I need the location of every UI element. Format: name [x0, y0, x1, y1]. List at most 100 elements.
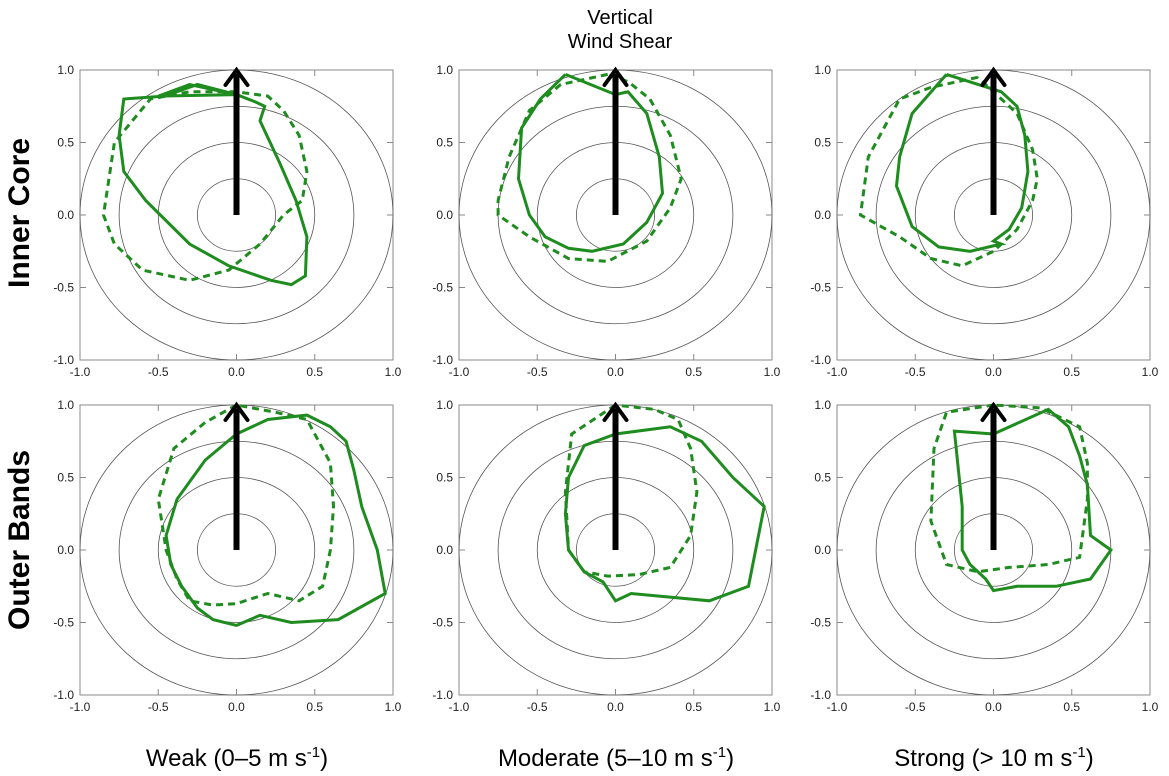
- column-label-strong-text: Strong (> 10 m s: [894, 745, 1073, 772]
- shear-title: Vertical Wind Shear: [520, 6, 720, 54]
- y-tick-label: 0.5: [814, 136, 831, 150]
- y-tick-label: -0.5: [810, 281, 831, 295]
- x-tick-label: 0.5: [1063, 700, 1080, 714]
- x-tick-label: 1.0: [764, 365, 781, 379]
- column-label-moderate-end: ): [726, 745, 735, 772]
- x-tick-label: -1.0: [449, 365, 470, 379]
- shear-title-line1: Vertical: [587, 7, 653, 29]
- x-tick-label: 1.0: [1142, 365, 1159, 379]
- x-tick-label: 1.0: [1142, 700, 1159, 714]
- y-tick-label: -1.0: [53, 353, 74, 367]
- x-tick-label: 1.0: [385, 700, 402, 714]
- panel-4: -1.0 -0.5 0.0 0.5 1.0 -1.0 -0.5 0.0 0.5 1.0: [53, 398, 401, 714]
- x-tick-label: -0.5: [905, 700, 926, 714]
- panel-6: -1.0 -0.5 0.0 0.5 1.0 -1.0 -0.5 0.0 0.5 1.0: [810, 398, 1158, 714]
- dashed-curve: [858, 75, 1039, 268]
- y-tick-label: 0.5: [57, 471, 74, 485]
- shear-title-line2: Wind Shear: [567, 31, 673, 53]
- x-tick-label: 1.0: [764, 700, 781, 714]
- x-tick-label: 0.5: [306, 365, 323, 379]
- shear-arrow-head: [602, 66, 629, 87]
- y-tick-label: -1.0: [810, 688, 831, 702]
- y-tick-label: -1.0: [432, 688, 453, 702]
- x-tick-label: -0.5: [527, 700, 548, 714]
- x-tick-label: -0.5: [527, 365, 548, 379]
- x-tick-label: -1.0: [70, 365, 91, 379]
- y-tick-label: -0.5: [810, 616, 831, 630]
- x-tick-label: 0.0: [607, 700, 624, 714]
- y-tick-label: 1.0: [814, 63, 831, 77]
- dashed-curve: [496, 72, 683, 263]
- y-tick-label: 1.0: [436, 398, 453, 412]
- dashed-curve: [929, 403, 1089, 574]
- solid-curve: [117, 82, 309, 287]
- shear-arrow-head: [980, 401, 1007, 422]
- y-tick-label: -0.5: [432, 281, 453, 295]
- x-tick-label: 0.5: [306, 700, 323, 714]
- x-tick-label: -0.5: [905, 365, 926, 379]
- y-tick-label: 0.0: [814, 543, 831, 557]
- panel-5: -1.0 -0.5 0.0 0.5 1.0 -1.0 -0.5 0.0 0.5 1.0: [432, 398, 780, 714]
- column-label-weak-text: Weak (0–5 m s: [145, 745, 307, 772]
- y-tick-label: 1.0: [57, 63, 74, 77]
- x-tick-label: -0.5: [148, 700, 169, 714]
- x-tick-label: -1.0: [827, 365, 848, 379]
- solid-curve: [894, 72, 1030, 253]
- y-tick-label: 1.0: [814, 398, 831, 412]
- dashed-curve: [563, 403, 699, 578]
- x-tick-label: 0.5: [1063, 365, 1080, 379]
- x-tick-label: 0.5: [685, 365, 702, 379]
- panel-1: -1.0 -0.5 0.0 0.5 1.0 -1.0 -0.5 0.0 0.5 1.0: [53, 63, 401, 379]
- x-tick-label: 0.0: [228, 365, 245, 379]
- y-tick-label: -1.0: [53, 688, 74, 702]
- column-label-weak-end: ): [320, 745, 329, 772]
- column-label-weak-sup: -1: [306, 744, 321, 761]
- x-tick-label: -1.0: [449, 700, 470, 714]
- shear-arrow-head: [223, 66, 250, 87]
- y-tick-label: 0.5: [436, 471, 453, 485]
- shear-arrow-head: [602, 401, 629, 422]
- y-tick-label: 0.0: [57, 208, 74, 222]
- dashed-curve: [156, 403, 336, 607]
- panel-2: -1.0 -0.5 0.0 0.5 1.0 -1.0 -0.5 0.0 0.5 1.0: [432, 63, 780, 379]
- column-label-moderate-text: Moderate (5–10 m s: [497, 745, 713, 772]
- y-tick-label: 0.5: [436, 136, 453, 150]
- solid-curve: [952, 407, 1113, 593]
- shear-arrow-head: [223, 401, 250, 422]
- shear-arrow-head: [980, 66, 1007, 87]
- x-tick-label: 1.0: [385, 365, 402, 379]
- y-tick-label: 0.0: [57, 543, 74, 557]
- y-tick-label: 0.5: [57, 136, 74, 150]
- x-tick-label: 0.0: [985, 700, 1002, 714]
- y-tick-label: 0.0: [436, 208, 453, 222]
- x-tick-label: -0.5: [148, 365, 169, 379]
- panel-3: -1.0 -0.5 0.0 0.5 1.0 -1.0 -0.5 0.0 0.5 1.0: [810, 63, 1158, 379]
- y-tick-label: -0.5: [53, 616, 74, 630]
- column-label-strong: Strong (> 10 m s-1): [834, 744, 1154, 773]
- y-tick-label: 0.0: [436, 543, 453, 557]
- column-label-moderate: Moderate (5–10 m s-1): [456, 744, 776, 773]
- solid-curve: [164, 413, 387, 627]
- column-label-strong-end: ): [1085, 745, 1094, 772]
- column-label-strong-sup: -1: [1072, 744, 1086, 761]
- column-label-weak: Weak (0–5 m s-1): [77, 744, 397, 773]
- dashed-curve: [101, 90, 309, 282]
- y-tick-label: -0.5: [432, 616, 453, 630]
- y-tick-label: 0.0: [814, 208, 831, 222]
- solid-curve: [516, 73, 665, 253]
- x-tick-label: 0.0: [228, 700, 245, 714]
- x-tick-label: 0.0: [607, 365, 624, 379]
- x-tick-label: -1.0: [827, 700, 848, 714]
- y-tick-label: -0.5: [53, 281, 74, 295]
- column-label-moderate-sup: -1: [712, 744, 727, 761]
- x-tick-label: -1.0: [70, 700, 91, 714]
- y-tick-label: -1.0: [432, 353, 453, 367]
- x-tick-label: 0.5: [685, 700, 702, 714]
- x-tick-label: 0.0: [985, 365, 1002, 379]
- y-tick-label: 1.0: [57, 398, 74, 412]
- y-tick-label: -1.0: [810, 353, 831, 367]
- y-tick-label: 0.5: [814, 471, 831, 485]
- y-tick-label: 1.0: [436, 63, 453, 77]
